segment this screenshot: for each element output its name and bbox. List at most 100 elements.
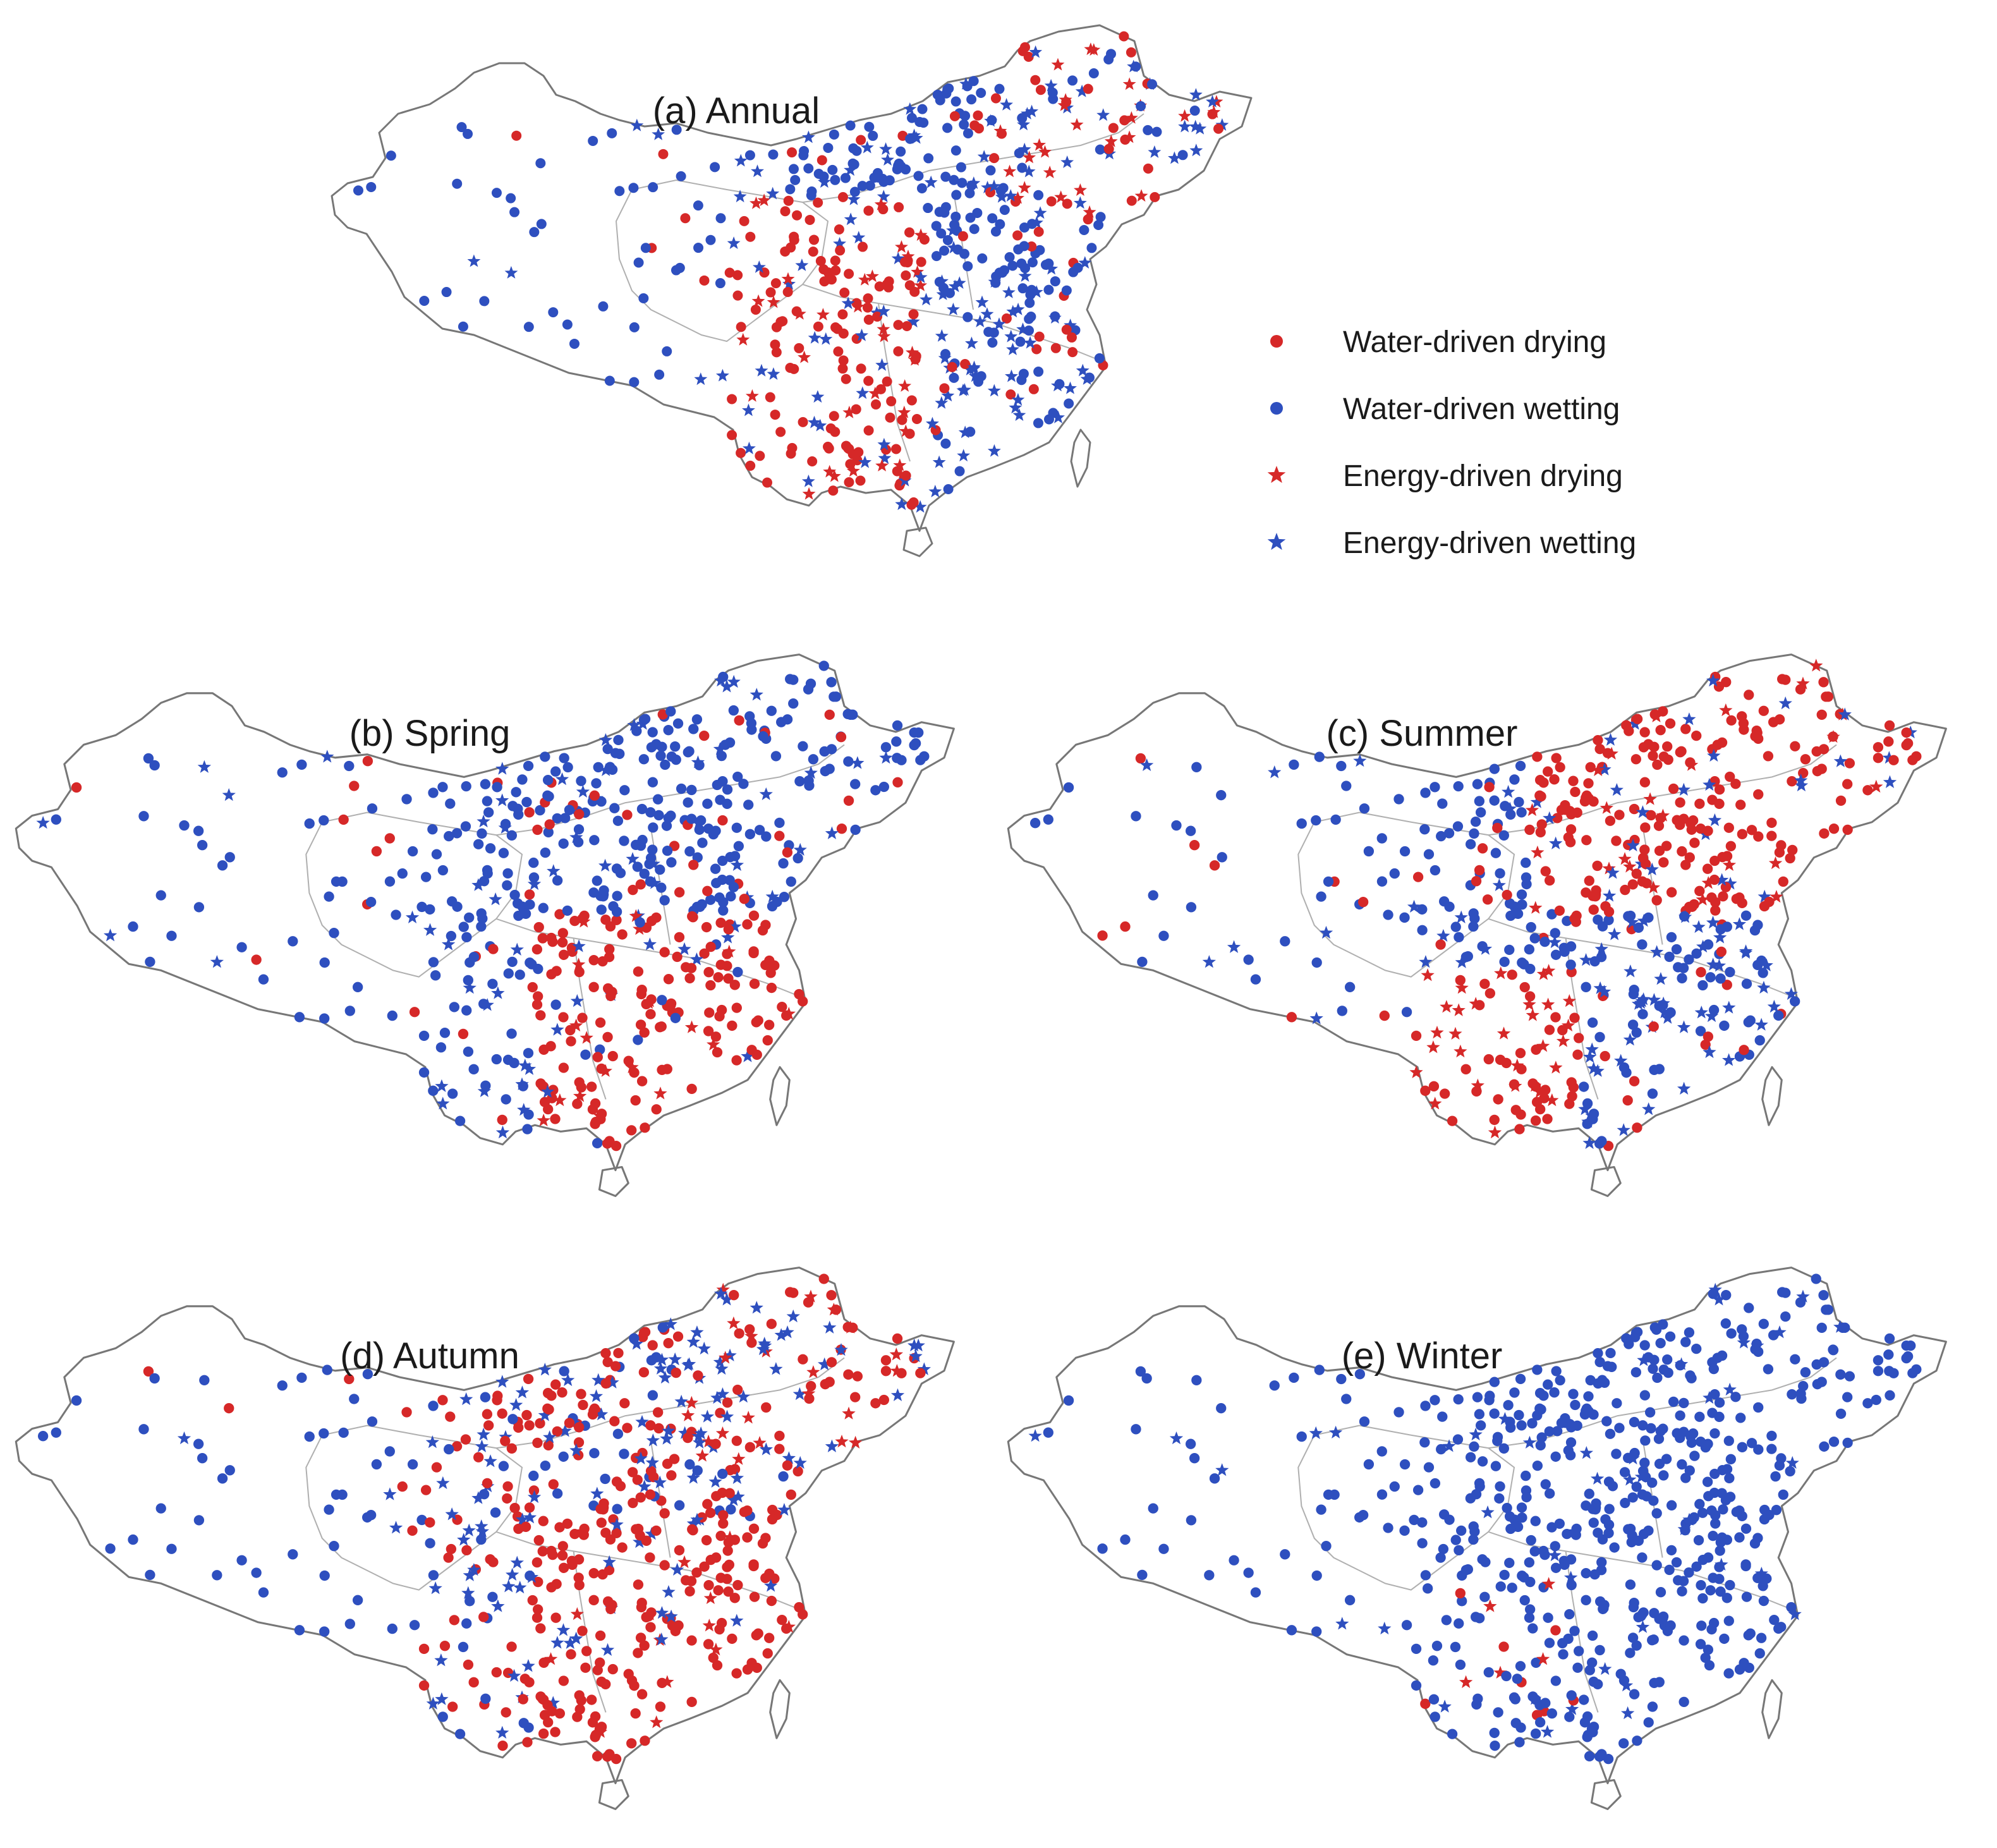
station-water-driven-drying bbox=[657, 709, 668, 720]
station-water-driven-drying bbox=[643, 1611, 654, 1622]
station-water-driven-drying bbox=[491, 1667, 502, 1678]
station-water-driven-wetting bbox=[1137, 1569, 1148, 1581]
station-water-driven-wetting bbox=[1563, 1445, 1574, 1456]
station-energy-driven-wetting bbox=[471, 878, 485, 891]
station-water-driven-wetting bbox=[1143, 125, 1153, 135]
station-water-driven-wetting bbox=[193, 1515, 205, 1526]
station-water-driven-drying bbox=[533, 1535, 544, 1546]
station-water-driven-wetting bbox=[1637, 1420, 1648, 1431]
station-water-driven-drying bbox=[843, 795, 854, 806]
station-water-driven-wetting bbox=[1873, 1366, 1884, 1377]
station-energy-driven-wetting bbox=[1096, 108, 1110, 121]
station-water-driven-drying bbox=[792, 1466, 803, 1477]
station-water-driven-wetting bbox=[478, 1489, 490, 1500]
station-water-driven-wetting bbox=[1453, 1394, 1464, 1405]
station-water-driven-drying bbox=[595, 1017, 606, 1028]
station-water-driven-drying bbox=[557, 937, 568, 948]
station-water-driven-wetting bbox=[1532, 1365, 1543, 1375]
station-water-driven-wetting bbox=[51, 814, 61, 825]
station-water-driven-wetting bbox=[593, 762, 604, 773]
station-water-driven-wetting bbox=[895, 146, 906, 157]
station-energy-driven-wetting bbox=[1757, 980, 1771, 994]
station-water-driven-wetting bbox=[612, 1428, 624, 1439]
station-energy-driven-wetting bbox=[920, 293, 933, 306]
station-energy-driven-wetting bbox=[515, 1385, 530, 1399]
station-water-driven-drying bbox=[623, 1669, 634, 1679]
station-water-driven-drying bbox=[1474, 865, 1485, 876]
station-energy-driven-wetting bbox=[777, 1503, 791, 1516]
station-water-driven-wetting bbox=[251, 1567, 262, 1578]
station-water-driven-wetting bbox=[1725, 1454, 1737, 1464]
station-water-driven-wetting bbox=[461, 1005, 472, 1016]
station-energy-driven-wetting bbox=[1682, 1512, 1696, 1526]
station-energy-driven-wetting bbox=[1708, 813, 1722, 827]
station-water-driven-wetting bbox=[636, 803, 648, 815]
station-energy-driven-wetting bbox=[1012, 408, 1026, 421]
station-water-driven-drying bbox=[835, 245, 846, 256]
station-water-driven-wetting bbox=[1666, 1500, 1677, 1511]
station-water-driven-drying bbox=[572, 1711, 583, 1722]
station-water-driven-wetting bbox=[193, 825, 204, 836]
station-energy-driven-wetting bbox=[627, 718, 641, 731]
station-energy-driven-wetting bbox=[730, 858, 744, 872]
station-water-driven-wetting bbox=[506, 1028, 517, 1039]
station-water-driven-drying bbox=[684, 1586, 695, 1596]
station-water-driven-drying bbox=[703, 1639, 714, 1650]
station-water-driven-drying bbox=[906, 499, 917, 510]
station-water-driven-wetting bbox=[1509, 774, 1520, 785]
station-water-driven-drying bbox=[1568, 775, 1579, 786]
station-energy-driven-wetting bbox=[1309, 1011, 1323, 1024]
map-panel-annual: (a) Annual bbox=[331, 24, 1253, 557]
station-water-driven-wetting bbox=[365, 897, 377, 908]
station-water-driven-wetting bbox=[672, 718, 684, 729]
station-water-driven-drying bbox=[523, 1373, 534, 1385]
station-water-driven-wetting bbox=[1521, 1470, 1531, 1481]
station-energy-driven-wetting bbox=[736, 1389, 751, 1403]
station-water-driven-wetting bbox=[1436, 1444, 1447, 1455]
station-water-driven-wetting bbox=[674, 262, 685, 273]
station-water-driven-drying bbox=[535, 1623, 546, 1634]
station-energy-driven-wetting bbox=[495, 1725, 509, 1739]
station-energy-driven-wetting bbox=[592, 1373, 605, 1386]
station-water-driven-wetting bbox=[1311, 1626, 1322, 1637]
station-water-driven-wetting bbox=[1715, 924, 1726, 935]
station-water-driven-drying bbox=[782, 1460, 793, 1471]
station-energy-driven-wetting bbox=[802, 130, 815, 143]
station-energy-driven-drying bbox=[573, 1089, 587, 1102]
station-water-driven-wetting bbox=[425, 1538, 435, 1548]
station-water-driven-drying bbox=[718, 1518, 729, 1529]
station-water-driven-drying bbox=[577, 1012, 588, 1023]
station-water-driven-wetting bbox=[1450, 1535, 1461, 1545]
station-water-driven-wetting bbox=[1389, 1481, 1400, 1492]
station-water-driven-drying bbox=[648, 1471, 659, 1483]
station-energy-driven-drying bbox=[1508, 1079, 1522, 1092]
station-water-driven-drying bbox=[344, 1373, 355, 1385]
station-water-driven-drying bbox=[1435, 939, 1446, 950]
station-water-driven-wetting bbox=[352, 1595, 363, 1606]
station-water-driven-wetting bbox=[1344, 1595, 1356, 1606]
station-energy-driven-wetting bbox=[425, 1435, 440, 1449]
station-water-driven-drying bbox=[892, 777, 903, 787]
station-water-driven-wetting bbox=[528, 857, 539, 868]
station-water-driven-wetting bbox=[954, 466, 965, 477]
station-water-driven-wetting bbox=[1636, 1611, 1646, 1622]
station-water-driven-wetting bbox=[827, 164, 838, 175]
station-water-driven-drying bbox=[617, 929, 628, 940]
station-water-driven-drying bbox=[550, 1727, 561, 1737]
station-water-driven-drying bbox=[543, 1103, 554, 1115]
station-water-driven-wetting bbox=[1311, 1570, 1322, 1581]
station-water-driven-drying bbox=[1658, 706, 1668, 717]
station-water-driven-wetting bbox=[51, 1427, 61, 1438]
station-energy-driven-wetting bbox=[1419, 955, 1433, 968]
station-water-driven-drying bbox=[569, 1528, 580, 1540]
station-energy-driven-drying bbox=[716, 1282, 730, 1296]
station-water-driven-drying bbox=[1455, 1588, 1466, 1599]
station-water-driven-wetting bbox=[671, 754, 681, 765]
station-water-driven-drying bbox=[863, 375, 874, 386]
station-water-driven-wetting bbox=[420, 872, 432, 882]
station-water-driven-drying bbox=[1658, 857, 1669, 868]
station-energy-driven-wetting bbox=[720, 679, 734, 693]
station-water-driven-wetting bbox=[1750, 1344, 1761, 1355]
station-water-driven-wetting bbox=[464, 1596, 475, 1607]
